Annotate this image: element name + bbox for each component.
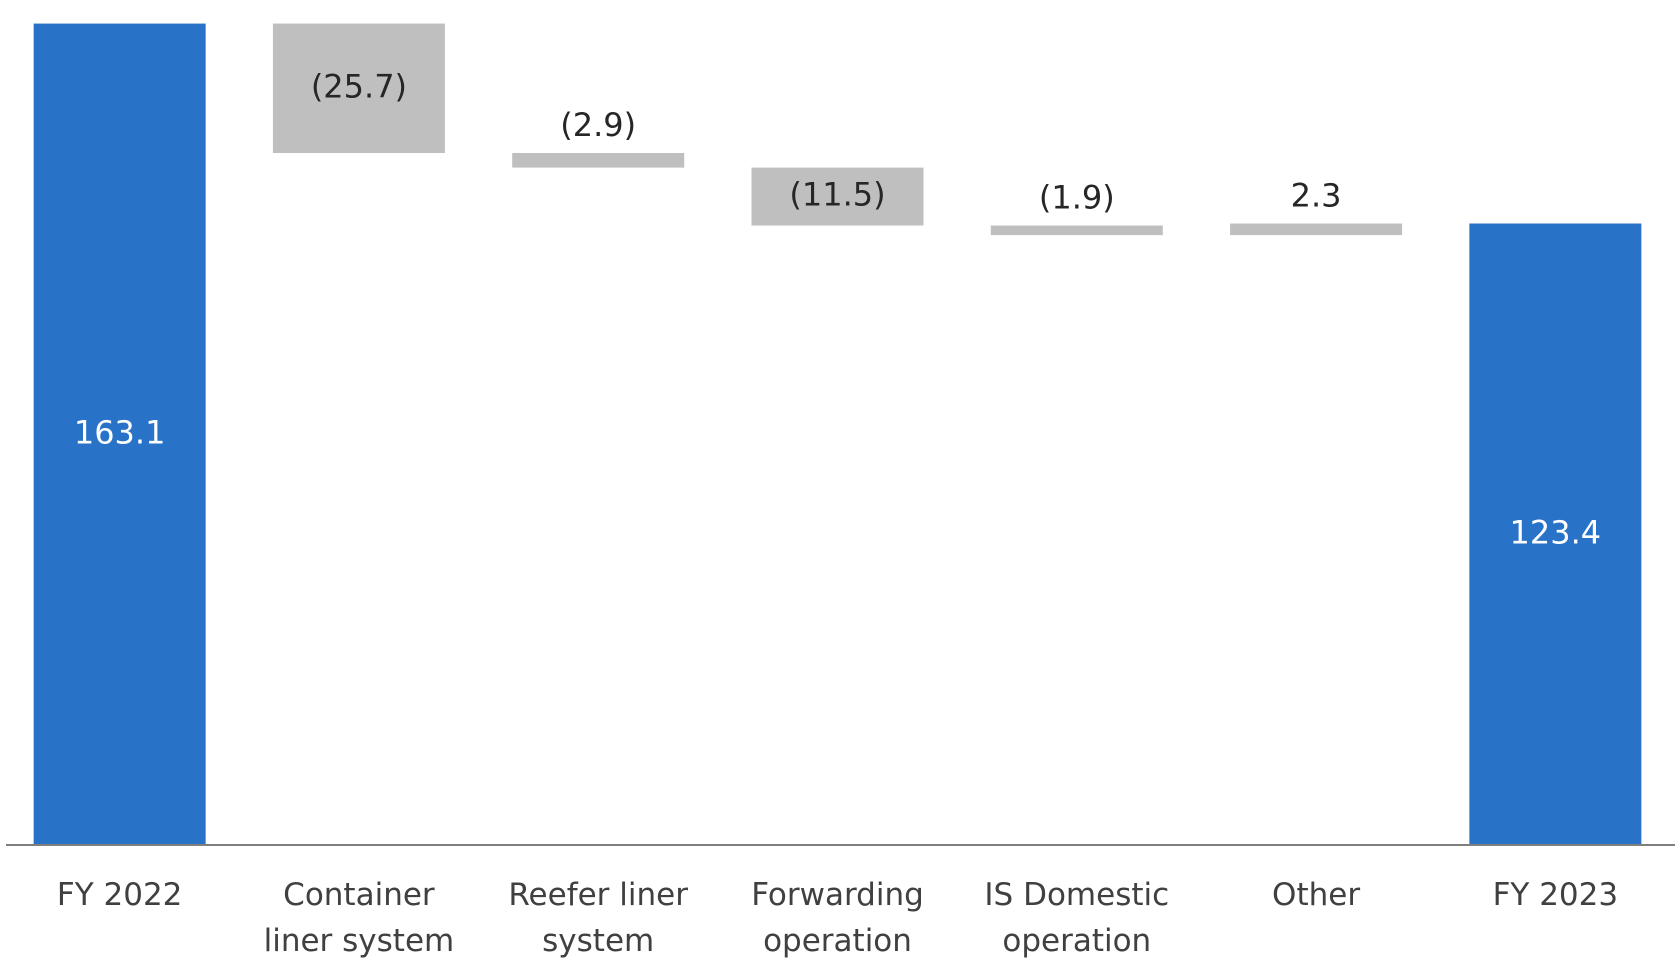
bar	[1230, 223, 1403, 236]
bar	[512, 153, 685, 168]
bar	[990, 225, 1163, 236]
x-tick-label: Reefer liner system	[508, 877, 688, 959]
value-label: (11.5)	[789, 176, 885, 214]
bar	[1469, 223, 1642, 846]
value-label: 123.4	[1510, 513, 1602, 551]
x-tick-label: FY 2022	[56, 877, 183, 913]
value-label: (25.7)	[311, 67, 407, 105]
value-label: 2.3	[1291, 177, 1342, 215]
bar	[33, 23, 206, 845]
x-tick-label: Container liner system	[263, 877, 455, 959]
x-tick-label: Forwarding operation	[751, 877, 924, 959]
bar	[751, 167, 924, 226]
x-tick-label: IS Domestic operation	[984, 877, 1170, 959]
bar	[272, 23, 445, 154]
value-label: (2.9)	[560, 106, 636, 144]
x-tick-label: Other	[1272, 877, 1361, 913]
value-label: (1.9)	[1039, 179, 1115, 217]
value-label: 163.1	[74, 413, 166, 451]
x-tick-label: FY 2023	[1492, 877, 1619, 913]
